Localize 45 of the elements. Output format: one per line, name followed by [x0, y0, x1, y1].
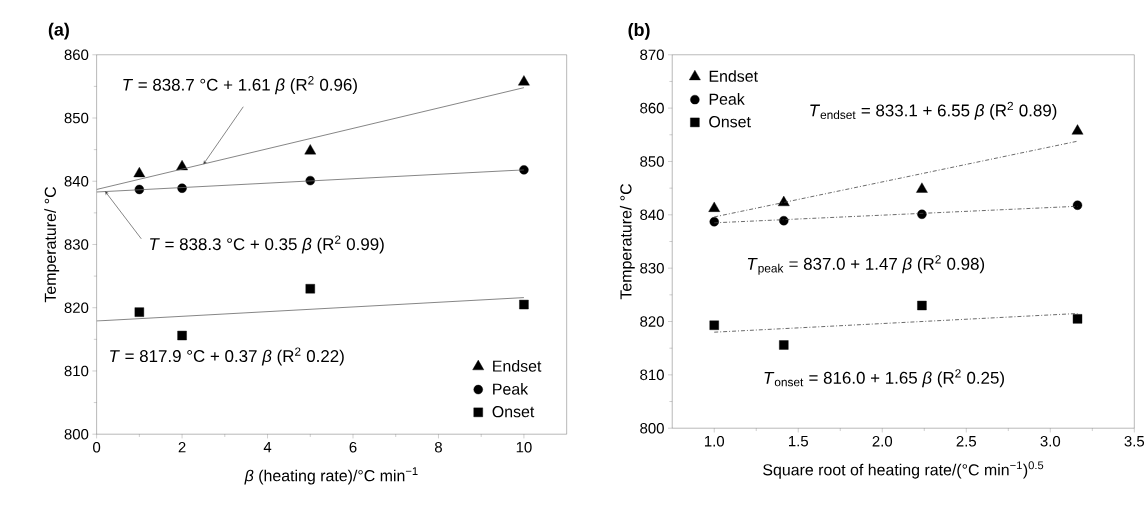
y-tick-label: 820: [64, 302, 89, 314]
x-tick-label: 4: [263, 441, 272, 453]
legend-label: Peak: [493, 383, 529, 395]
legend-label: Endset: [709, 70, 758, 82]
legend-label: Onset: [492, 406, 535, 418]
x-tick-label: 3.5: [1124, 436, 1145, 447]
x-tick-label: 2.0: [872, 436, 893, 447]
legend-label: Onset: [709, 116, 751, 128]
y-tick-label: 820: [640, 316, 664, 327]
x-tick-label: 6: [349, 441, 357, 453]
x-tick-label: 2: [178, 441, 186, 453]
y-tick-label: 870: [640, 49, 664, 61]
x-tick-label: 1.5: [789, 436, 809, 447]
x-tick-label: 0: [93, 441, 101, 453]
annotation: T = 838.3 °C + 0.35 β (R$^{2}$ 0.99): [150, 235, 384, 254]
x-tick-label: 10: [516, 441, 532, 453]
y-tick-label: 860: [640, 102, 664, 114]
x-tick-label: 8: [434, 441, 442, 453]
x-tick-label: 3.0: [1040, 436, 1061, 447]
annotation: T$_{endset}$ = 833.1 + 6.55 β (R$^{2}$ 0.89): [810, 101, 1057, 120]
annotation: T = 838.7 °C + 1.61 β (R$^{2}$ 0.96): [123, 76, 357, 95]
chart-title: (b): [628, 22, 650, 40]
annotation: T$_{peak}$ = 837.0 + 1.47 β (R$^{2}$ 0.98): [747, 255, 985, 275]
y-tick-label: 800: [640, 422, 664, 434]
y-axis-title: Temperature/ °C: [44, 187, 60, 303]
legend-label: Endset: [493, 360, 542, 372]
y-tick-label: 860: [64, 49, 89, 61]
x-axis-title: Square root of heating rate/(°C min$^{−1}$)$^{0.5}$: [763, 461, 1044, 479]
y-tick-label: 830: [640, 262, 664, 274]
y-tick-label: 840: [64, 176, 89, 187]
chart-title: (a): [48, 22, 69, 40]
annotation: T = 817.9 °C + 0.37 β (R$^{2}$ 0.22): [110, 347, 344, 366]
annotation: T$_{onset}$ = 816.0 + 1.65 β (R$^{2}$ 0.25): [764, 369, 1004, 388]
y-tick-label: 830: [64, 239, 89, 250]
y-axis-title: Temperature/ °C: [619, 184, 635, 300]
y-tick-label: 810: [64, 365, 89, 377]
legend-label: Peak: [709, 93, 745, 105]
y-tick-label: 850: [640, 156, 664, 167]
y-tick-label: 850: [64, 112, 89, 124]
y-tick-label: 800: [64, 428, 89, 440]
x-tick-label: 2.5: [956, 436, 977, 447]
y-tick-label: 840: [640, 209, 664, 221]
x-axis-title: β (heating rate)/°C min$^{−1}$: [244, 467, 418, 485]
x-tick-label: 1.0: [704, 436, 725, 447]
y-tick-label: 810: [640, 369, 664, 381]
